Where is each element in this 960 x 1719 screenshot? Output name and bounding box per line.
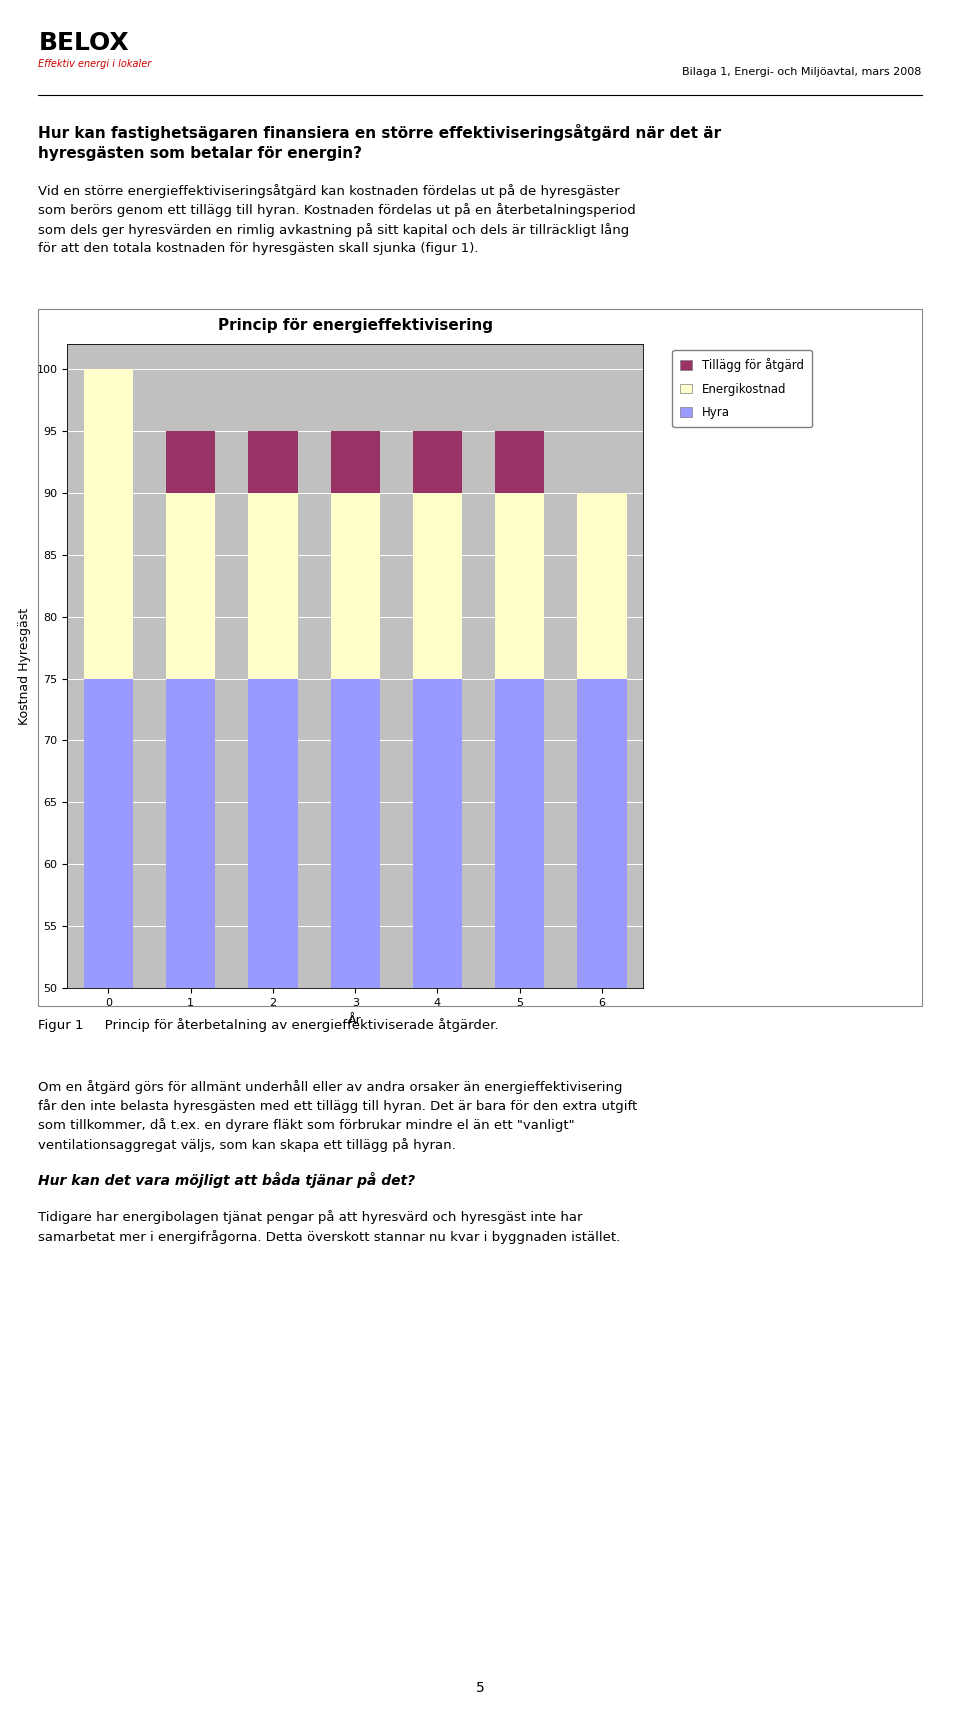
Text: Tidigare har energibolagen tjänat pengar på att hyresvärd och hyresgäst inte har: Tidigare har energibolagen tjänat pengar…	[38, 1210, 621, 1243]
Text: Figur 1     Princip för återbetalning av energieffektiviserade åtgärder.: Figur 1 Princip för återbetalning av ene…	[38, 1018, 499, 1031]
Text: Effektiv energi i lokaler: Effektiv energi i lokaler	[38, 58, 152, 69]
Bar	[249, 430, 298, 493]
Bar	[249, 493, 298, 679]
Bar	[413, 430, 462, 493]
Bar	[413, 493, 462, 679]
Bar	[577, 679, 627, 1609]
Legend: Tillägg för åtgärd, Energikostnad, Hyra: Tillägg för åtgärd, Energikostnad, Hyra	[672, 349, 812, 428]
Bar	[166, 679, 215, 1609]
Bar	[84, 368, 133, 679]
Text: 5: 5	[475, 1681, 485, 1695]
Bar	[495, 679, 544, 1609]
Bar	[249, 679, 298, 1609]
Bar	[413, 679, 462, 1609]
Text: Om en åtgärd görs för allmänt underhåll eller av andra orsaker än energieffektiv: Om en åtgärd görs för allmänt underhåll …	[38, 1080, 637, 1152]
Bar	[495, 493, 544, 679]
Bar	[330, 679, 380, 1609]
Bar	[84, 679, 133, 1609]
Title: Princip för energieffektivisering: Princip för energieffektivisering	[218, 318, 492, 333]
Bar	[577, 493, 627, 679]
Text: Hur kan det vara möjligt att båda tjänar på det?: Hur kan det vara möjligt att båda tjänar…	[38, 1172, 416, 1188]
X-axis label: År: År	[348, 1014, 362, 1026]
Bar	[166, 430, 215, 493]
Bar	[330, 493, 380, 679]
Bar	[495, 430, 544, 493]
Bar	[330, 430, 380, 493]
Text: BELOX: BELOX	[38, 31, 129, 55]
Text: Bilaga 1, Energi- och Miljöavtal, mars 2008: Bilaga 1, Energi- och Miljöavtal, mars 2…	[683, 67, 922, 77]
Y-axis label: Kostnad Hyresgäst: Kostnad Hyresgäst	[18, 607, 31, 725]
Text: Hur kan fastighetsägaren finansiera en större effektiviseringsåtgärd när det är
: Hur kan fastighetsägaren finansiera en s…	[38, 124, 722, 160]
Text: Vid en större energieffektiviseringsåtgärd kan kostnaden fördelas ut på de hyres: Vid en större energieffektiviseringsåtgä…	[38, 184, 636, 254]
Bar	[166, 493, 215, 679]
